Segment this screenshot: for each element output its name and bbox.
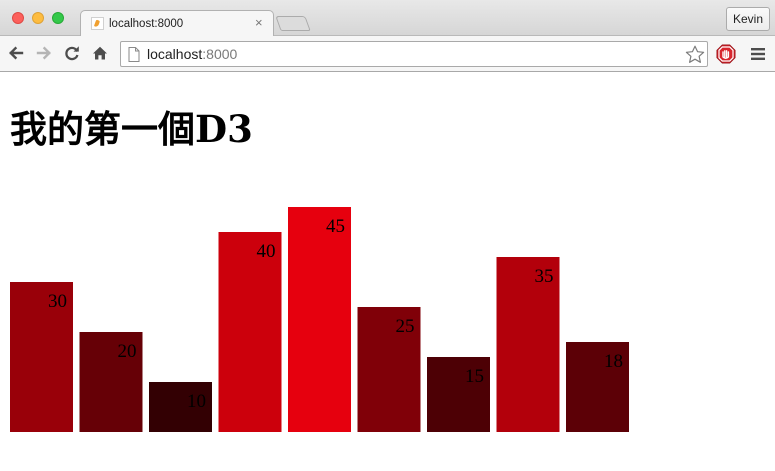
bar: [427, 357, 490, 432]
bar: [357, 307, 421, 432]
bar: [288, 207, 351, 432]
profile-button[interactable]: Kevin: [726, 7, 770, 31]
document-icon: [128, 47, 140, 62]
arrow-right-icon: [36, 46, 51, 60]
star-icon[interactable]: [685, 45, 705, 64]
bar-value-label: 40: [257, 241, 276, 262]
toolbar: localhost:8000: [0, 36, 775, 72]
address-bar[interactable]: localhost:8000: [120, 41, 708, 67]
forward-button[interactable]: [34, 43, 54, 63]
arrow-left-icon: [9, 46, 24, 60]
close-window-button[interactable]: [12, 12, 24, 24]
bar-value-label: 30: [48, 291, 67, 312]
bar-value-label: 45: [326, 216, 345, 237]
page-content: 我的第一個D3 30 20 10 40 45 25 15 35 18: [0, 72, 775, 471]
bar: [496, 257, 560, 432]
bar: [149, 382, 212, 432]
stop-sign-icon[interactable]: [716, 44, 736, 64]
bar: [79, 332, 143, 432]
bar-value-label: 18: [604, 351, 623, 372]
url-host: localhost: [147, 46, 203, 62]
url-port: :8000: [202, 46, 238, 62]
bar-value-label: 15: [465, 366, 484, 387]
favicon-icon: [91, 17, 104, 30]
bar: [218, 232, 282, 432]
tab-close-icon[interactable]: ×: [255, 15, 263, 30]
reload-icon: [65, 46, 79, 61]
bar: [566, 342, 629, 432]
home-button[interactable]: [90, 43, 110, 63]
bar-value-label: 35: [535, 266, 554, 287]
tab-title: localhost:8000: [109, 18, 184, 30]
back-button[interactable]: [6, 43, 26, 63]
minimize-window-button[interactable]: [32, 12, 44, 24]
url-text[interactable]: localhost:8000: [147, 46, 237, 63]
reload-button[interactable]: [62, 43, 82, 63]
tab-bar: localhost:8000 × Kevin: [0, 0, 775, 37]
new-tab-button[interactable]: [275, 16, 311, 31]
page-title: 我的第一個D3: [10, 107, 253, 151]
tab-localhost[interactable]: localhost:8000 ×: [80, 10, 274, 37]
hamburger-menu-icon[interactable]: [750, 46, 766, 62]
bar-value-label: 10: [187, 391, 206, 412]
bar-chart: 30 20 10 40 45 25 15 35 18: [10, 207, 629, 432]
bar-value-label: 25: [396, 316, 415, 337]
bar: [10, 282, 73, 432]
bar-value-label: 20: [118, 341, 137, 362]
home-icon: [93, 46, 107, 60]
zoom-window-button[interactable]: [52, 12, 64, 24]
